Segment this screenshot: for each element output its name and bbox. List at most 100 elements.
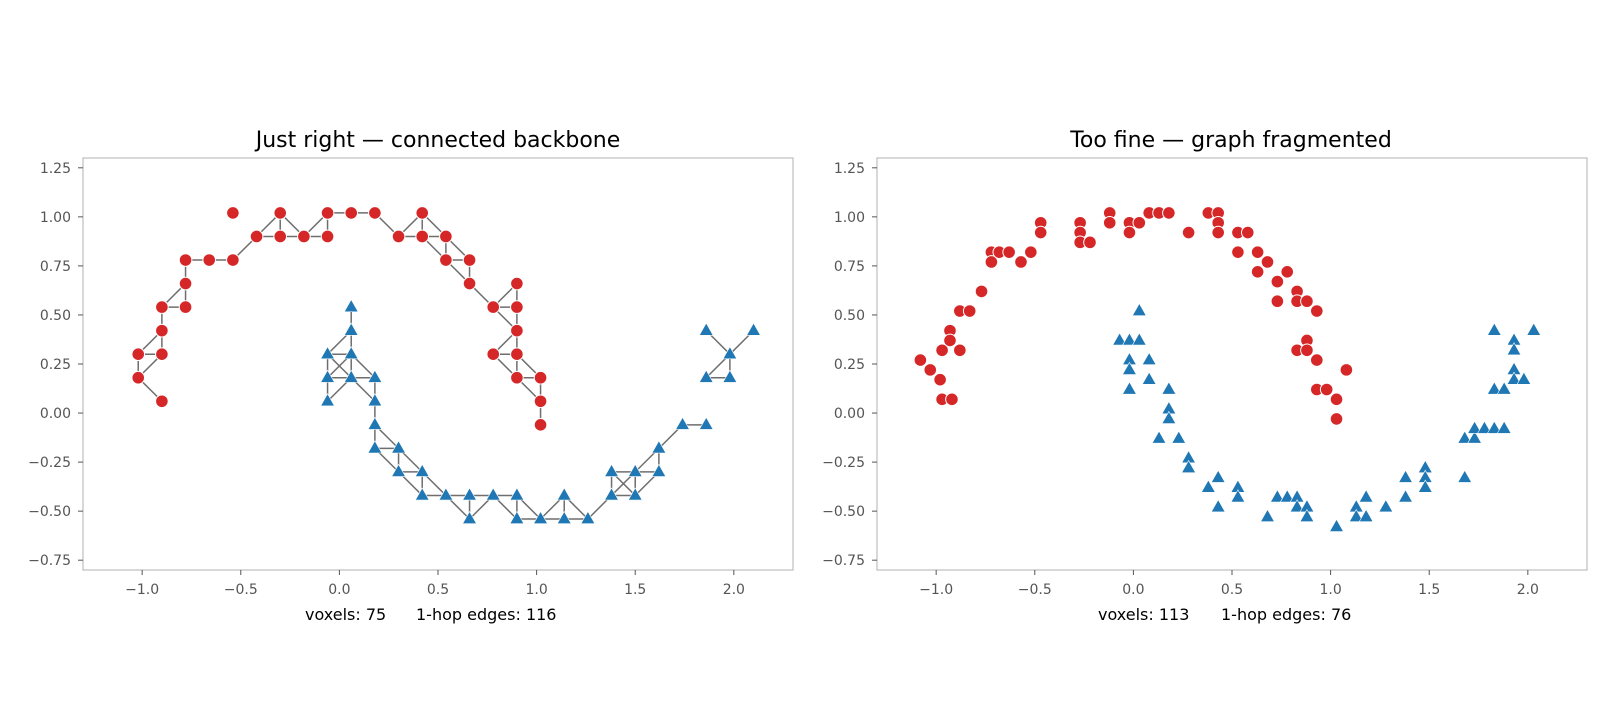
point-circle bbox=[320, 206, 335, 220]
point-triangle bbox=[651, 440, 667, 454]
point-triangle bbox=[1457, 469, 1473, 483]
caption-edges: 1-hop edges: 116 bbox=[416, 605, 556, 624]
point-triangle bbox=[414, 463, 430, 477]
point-triangle bbox=[320, 346, 335, 360]
point-triangle bbox=[509, 487, 525, 501]
point-circle bbox=[273, 229, 288, 244]
point-circle bbox=[462, 276, 477, 291]
point-triangle bbox=[1486, 420, 1502, 434]
x-tick-label: 1.0 bbox=[525, 582, 547, 598]
point-circle bbox=[1014, 255, 1028, 269]
point-circle bbox=[486, 300, 501, 314]
point-layer bbox=[913, 206, 1542, 532]
point-circle bbox=[533, 394, 548, 409]
point-triangle bbox=[698, 416, 714, 430]
chart-panel-too-fine: Too fine — graph fragmented −1.0 −0.5 0.0 0… bbox=[822, 128, 1588, 624]
y-tick-label: −0.25 bbox=[28, 455, 71, 471]
point-triangle bbox=[367, 393, 383, 407]
x-tick-label: 1.5 bbox=[1418, 582, 1440, 598]
point-circle bbox=[974, 284, 989, 299]
point-triangle bbox=[1122, 361, 1137, 375]
point-circle bbox=[462, 253, 477, 267]
point-triangle bbox=[1171, 430, 1187, 444]
point-triangle bbox=[1230, 489, 1246, 503]
point-triangle bbox=[675, 416, 690, 430]
point-triangle bbox=[438, 487, 454, 501]
x-tick-label: −1.0 bbox=[125, 582, 159, 598]
point-circle bbox=[273, 206, 288, 220]
point-triangle bbox=[556, 487, 572, 501]
point-triangle bbox=[722, 369, 738, 383]
point-circle bbox=[1083, 235, 1097, 250]
point-triangle bbox=[1131, 332, 1147, 346]
point-triangle bbox=[414, 487, 430, 501]
x-tick-label: 1.5 bbox=[624, 582, 646, 598]
y-tick-label: 0.50 bbox=[834, 308, 865, 324]
plot-frame bbox=[82, 157, 794, 571]
point-triangle bbox=[391, 463, 406, 477]
point-triangle bbox=[604, 463, 619, 477]
point-circle bbox=[510, 347, 524, 361]
point-triangle bbox=[1506, 371, 1522, 385]
point-circle bbox=[297, 229, 311, 244]
point-circle bbox=[202, 253, 217, 267]
point-triangle bbox=[391, 440, 406, 454]
point-circle bbox=[344, 206, 359, 220]
point-circle bbox=[1300, 343, 1314, 358]
point-triangle bbox=[1289, 499, 1305, 513]
point-triangle bbox=[1526, 322, 1542, 336]
point-triangle bbox=[604, 487, 619, 501]
point-triangle bbox=[1378, 499, 1394, 513]
point-circle bbox=[962, 304, 977, 318]
y-tick-label: 0.00 bbox=[40, 406, 71, 422]
point-circle bbox=[1132, 215, 1147, 230]
point-triangle bbox=[1417, 479, 1433, 493]
point-circle bbox=[439, 229, 453, 244]
point-circle bbox=[155, 323, 169, 338]
point-triangle bbox=[1467, 430, 1482, 444]
point-circle bbox=[249, 229, 264, 244]
point-triangle bbox=[1161, 381, 1177, 395]
point-triangle bbox=[320, 393, 335, 407]
point-triangle bbox=[343, 369, 359, 383]
point-triangle bbox=[367, 440, 383, 454]
point-triangle bbox=[1122, 381, 1137, 395]
point-circle bbox=[155, 394, 169, 409]
y-tick-label: 0.25 bbox=[834, 357, 865, 373]
point-triangle bbox=[627, 463, 643, 477]
y-tick-label: 0.00 bbox=[834, 406, 865, 422]
x-tick-label: 0.0 bbox=[1122, 582, 1144, 598]
point-circle bbox=[391, 229, 406, 244]
y-tick-label: −0.75 bbox=[822, 553, 865, 569]
point-circle bbox=[533, 370, 548, 385]
axis-ticks: −1.0 −0.5 0.0 0.5 1.0 1.5 2.0 −0.75 −0.50 −0.25 0.… bbox=[822, 161, 1539, 598]
y-tick-label: −0.75 bbox=[28, 553, 71, 569]
y-tick-label: 0.50 bbox=[40, 308, 71, 324]
point-circle bbox=[131, 370, 146, 385]
point-circle bbox=[226, 253, 240, 267]
point-circle bbox=[178, 300, 193, 314]
caption-voxels: voxels: 75 bbox=[305, 605, 386, 624]
point-triangle bbox=[367, 369, 383, 383]
point-circle bbox=[510, 323, 524, 338]
point-circle bbox=[1024, 245, 1038, 259]
point-circle bbox=[1211, 225, 1225, 240]
point-triangle bbox=[580, 510, 596, 524]
point-triangle bbox=[1506, 342, 1522, 356]
y-tick-label: 1.25 bbox=[834, 161, 865, 177]
y-tick-label: 1.00 bbox=[40, 210, 71, 226]
point-triangle bbox=[1141, 351, 1157, 366]
point-circle bbox=[1329, 412, 1344, 426]
point-circle bbox=[226, 206, 240, 220]
point-circle bbox=[368, 206, 382, 220]
point-triangle bbox=[651, 463, 667, 477]
plot-frame bbox=[876, 157, 1588, 571]
point-circle bbox=[415, 206, 430, 220]
point-triangle bbox=[1112, 332, 1127, 346]
x-tick-label: −0.5 bbox=[224, 582, 258, 598]
point-circle bbox=[1102, 215, 1117, 230]
y-tick-label: −0.50 bbox=[822, 504, 865, 520]
point-circle bbox=[933, 372, 947, 387]
chart-title: Too fine — graph fragmented bbox=[1069, 128, 1392, 153]
point-circle bbox=[913, 353, 928, 367]
